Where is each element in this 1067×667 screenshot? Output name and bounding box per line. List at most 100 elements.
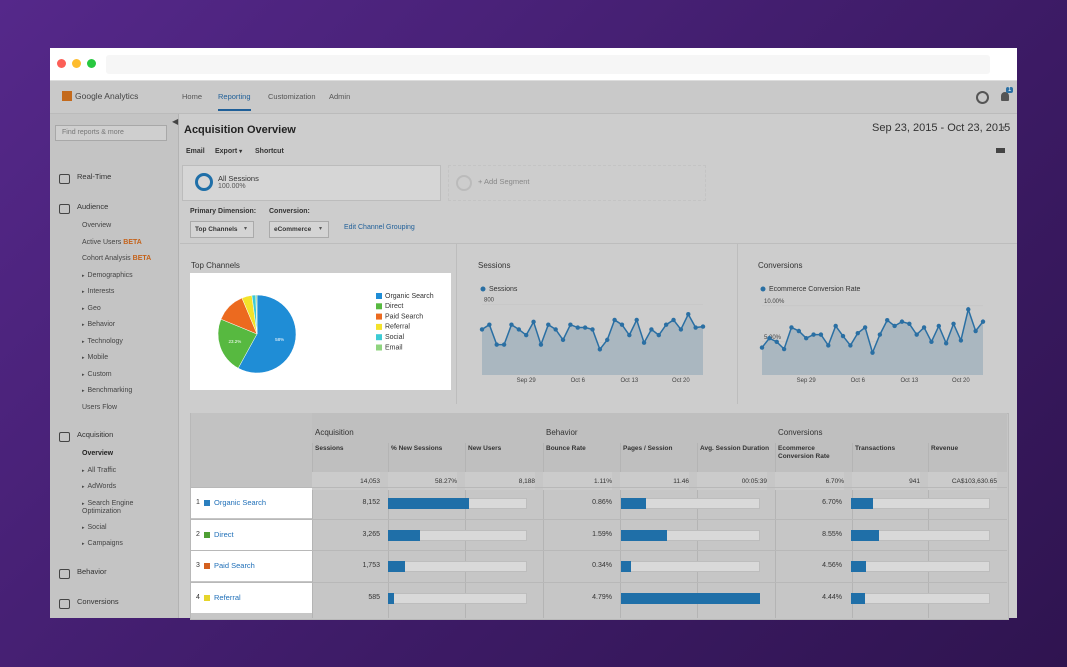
sidebar-item[interactable]: ▸ AdWords [82, 483, 116, 490]
sidebar-item[interactable]: ▸ All Traffic [82, 467, 116, 474]
rank: 2 [196, 530, 200, 538]
sidebar-item[interactable]: Active Users BETA [82, 239, 142, 246]
sidebar-section[interactable]: Real-Time [77, 172, 112, 181]
total-cell: 1.11% [543, 472, 612, 490]
sidebar-item[interactable]: ▸ Mobile [82, 354, 108, 361]
action[interactable]: Export ▾ [215, 148, 242, 155]
nav-item[interactable]: Reporting [218, 92, 251, 111]
column-border [620, 443, 621, 618]
collapse-arrow[interactable]: ◀ [172, 117, 179, 126]
channel-swatch [204, 594, 210, 601]
item-label: Benchmarking [87, 387, 133, 394]
sidebar-item[interactable]: ▸ Demographics [82, 272, 133, 279]
address-bar[interactable] [106, 55, 990, 74]
cell-value: 0.86% [592, 499, 612, 506]
column-header[interactable]: Ecommerce Conversion Rate [778, 445, 830, 460]
expand-arrow: ▸ [82, 524, 85, 531]
grouping-link[interactable]: Edit Channel Grouping [344, 224, 415, 231]
nav-item[interactable]: Home [182, 92, 203, 101]
sidebar-item[interactable]: Users Flow [82, 404, 117, 411]
panel-divider [456, 244, 457, 404]
column-header[interactable]: % New Sessions [391, 445, 443, 452]
item-label: Users Flow [82, 403, 118, 411]
column-header[interactable]: New Users [468, 445, 502, 452]
expand-arrow: ▸ [82, 355, 85, 361]
bar-track [388, 561, 527, 572]
cell-value: 585 [368, 593, 380, 601]
add-segment[interactable]: + Add Segment [478, 177, 530, 186]
section-icon [59, 432, 70, 442]
column-header[interactable]: Sessions [315, 445, 344, 452]
section-icon [59, 204, 70, 214]
row-divider [191, 581, 1007, 583]
expand-arrow: ▸ [82, 305, 85, 312]
sidebar-item[interactable]: ▸ Search Engine Optimization [82, 500, 154, 516]
column-header[interactable]: Revenue [931, 445, 959, 452]
panel-divider [737, 244, 738, 404]
action[interactable]: Shortcut [255, 148, 284, 155]
sidebar-item[interactable]: Overview [82, 222, 111, 229]
section-icon [59, 598, 70, 609]
column-header[interactable]: Transactions [855, 445, 896, 452]
nav-item[interactable]: Admin [329, 92, 351, 101]
segment-value: 100.00% [218, 183, 246, 190]
page-title: Acquisition Overview [184, 124, 296, 136]
item-label: All Traffic [87, 466, 117, 474]
sidebar-section[interactable]: Acquisition [77, 430, 114, 439]
sidebar-item[interactable]: Overview [82, 450, 113, 457]
beta-badge: BETA [132, 255, 152, 262]
group-header: Behavior [546, 428, 578, 437]
sidebar-item[interactable]: ▸ Behavior [82, 321, 115, 328]
sidebar-section[interactable]: Behavior [77, 566, 107, 576]
channel-link[interactable]: Direct [214, 529, 234, 539]
column-header[interactable]: Pages / Session [623, 445, 673, 452]
sidebar-item[interactable]: ▸ Benchmarking [82, 387, 132, 394]
total-cell: CA$103,630.65 [928, 472, 997, 490]
channel-swatch [204, 500, 210, 506]
dimension-select[interactable]: Top Channels [190, 221, 254, 238]
logo: Google Analytics [75, 91, 139, 101]
cell-value: 3,265 [362, 530, 380, 538]
table-header-bg [312, 413, 1007, 472]
channel-swatch [204, 563, 210, 569]
sidebar-item[interactable]: ▸ Campaigns [82, 540, 123, 547]
settings-icon[interactable] [976, 91, 989, 104]
hat-icon [996, 148, 1005, 153]
sidebar-section[interactable]: Conversions [77, 596, 119, 606]
sidebar-item[interactable]: ▸ Interests [82, 288, 114, 295]
sidebar-item[interactable]: ▸ Custom [82, 371, 112, 378]
bar [621, 592, 760, 604]
sidebar [50, 114, 179, 618]
notifications-icon[interactable] [1001, 92, 1009, 101]
column-header[interactable]: Bounce Rate [546, 445, 586, 452]
add-segment-box[interactable] [448, 165, 706, 201]
item-label: Demographics [87, 271, 133, 279]
item-label: Interests [87, 288, 115, 295]
item-label: Custom [87, 370, 112, 378]
bar [621, 498, 646, 509]
maximize-button[interactable] [87, 59, 96, 68]
sidebar-item[interactable]: ▸ Technology [82, 338, 123, 345]
expand-arrow: ▸ [82, 272, 85, 279]
nav-item[interactable]: Customization [268, 92, 316, 101]
close-button[interactable] [57, 59, 66, 68]
conversion-select[interactable]: eCommerce [269, 221, 329, 238]
channel-link[interactable]: Referral [214, 592, 241, 602]
segment-box[interactable] [182, 165, 441, 201]
minimize-button[interactable] [72, 59, 81, 68]
rank: 1 [196, 499, 200, 506]
sidebar-item[interactable]: ▸ Social [82, 524, 107, 531]
bar [851, 561, 866, 572]
panels-border [180, 243, 1017, 244]
sidebar-item[interactable]: ▸ Geo [82, 305, 101, 312]
notification-badge: 1 [1006, 87, 1014, 93]
date-range[interactable]: Sep 23, 2015 - Oct 23, 2015 [872, 122, 1011, 134]
sidebar-item[interactable]: Cohort Analysis BETA [82, 255, 151, 262]
channel-link[interactable]: Paid Search [214, 561, 255, 570]
action[interactable]: Email [186, 148, 205, 155]
item-label: Geo [87, 304, 101, 312]
search-box[interactable]: Find reports & more [55, 125, 167, 141]
channel-link[interactable]: Organic Search [214, 498, 267, 507]
column-header[interactable]: Avg. Session Duration [700, 445, 770, 452]
sidebar-section[interactable]: Audience [77, 202, 109, 211]
